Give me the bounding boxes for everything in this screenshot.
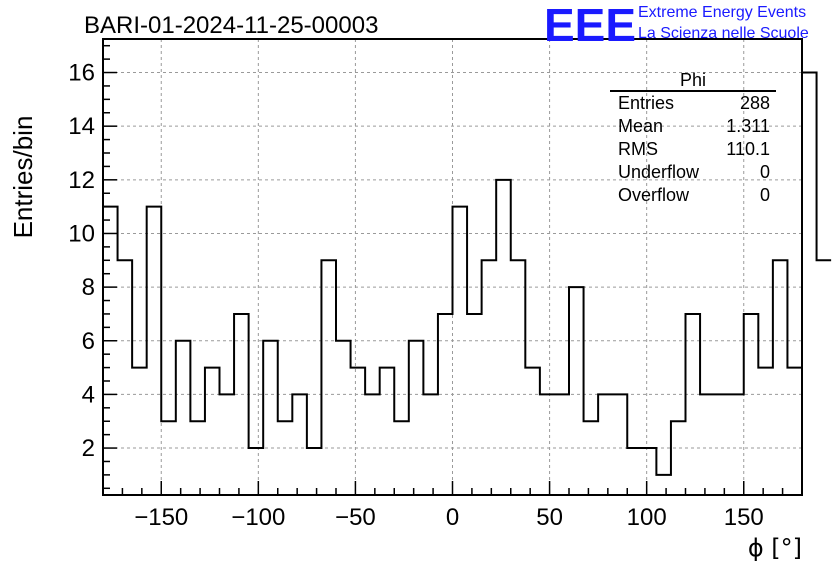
y-tick-label: 10 bbox=[68, 220, 95, 247]
logo-tagline-1: Extreme Energy Events bbox=[638, 4, 807, 21]
stats-label: Entries bbox=[618, 93, 675, 113]
y-axis-title: Entries/bin bbox=[8, 116, 38, 239]
stats-row-entries: Entries 288 bbox=[610, 92, 776, 115]
y-tick-label: 14 bbox=[68, 113, 95, 140]
x-tick-label: −50 bbox=[335, 504, 376, 531]
y-tick-labels: 2 4 6 8 10 12 14 16 bbox=[68, 60, 95, 463]
x-tick-label: 50 bbox=[536, 504, 563, 531]
eee-logo: EEE Extreme Energy Events La Scienza nel… bbox=[544, 0, 836, 51]
stats-row-rms: RMS 110.1 bbox=[610, 138, 776, 161]
y-tick-label: 6 bbox=[82, 328, 95, 355]
x-tick-label: 0 bbox=[446, 504, 459, 531]
y-tick-label: 2 bbox=[82, 435, 95, 462]
x-tick-label: 150 bbox=[724, 504, 764, 531]
x-tick-label: 100 bbox=[627, 504, 667, 531]
logo-tagline-2: La Scienza nelle Scuole bbox=[638, 25, 809, 42]
plot-frame bbox=[102, 38, 803, 496]
histogram-series bbox=[103, 71, 832, 476]
stats-row-mean: Mean 1.311 bbox=[610, 115, 776, 138]
chart-title: BARI-01-2024-11-25-00003 bbox=[84, 12, 379, 39]
x-tick-labels: −150 −100 −50 0 50 100 150 bbox=[134, 504, 764, 531]
stats-value: 288 bbox=[739, 93, 770, 113]
x-tick-label: −150 bbox=[134, 504, 188, 531]
stats-label: RMS bbox=[618, 139, 658, 159]
y-tick-label: 4 bbox=[82, 381, 95, 408]
x-axis-title: ϕ [°] bbox=[748, 534, 802, 562]
eee-logo-letters: EEE bbox=[544, 0, 637, 51]
x-tick-label: −100 bbox=[231, 504, 285, 531]
y-tick-label: 12 bbox=[68, 167, 95, 194]
stats-label: Overflow bbox=[618, 185, 690, 205]
y-tick-label: 16 bbox=[68, 60, 95, 87]
stats-value: 110.1 bbox=[726, 139, 770, 159]
stats-box: Phi Entries 288 Mean 1.311 RMS 110.1 Und… bbox=[610, 70, 776, 207]
stats-label: Underflow bbox=[618, 162, 700, 182]
stats-label: Mean bbox=[618, 116, 664, 136]
stats-value: 0 bbox=[759, 185, 770, 205]
stats-row-overflow: Overflow 0 bbox=[610, 184, 776, 207]
stats-title: Phi bbox=[610, 70, 776, 92]
stats-value: 1.311 bbox=[726, 116, 770, 136]
axis-ticks bbox=[102, 44, 803, 495]
stats-value: 0 bbox=[759, 162, 770, 182]
y-tick-label: 8 bbox=[82, 274, 95, 301]
stats-row-underflow: Underflow 0 bbox=[610, 161, 776, 184]
